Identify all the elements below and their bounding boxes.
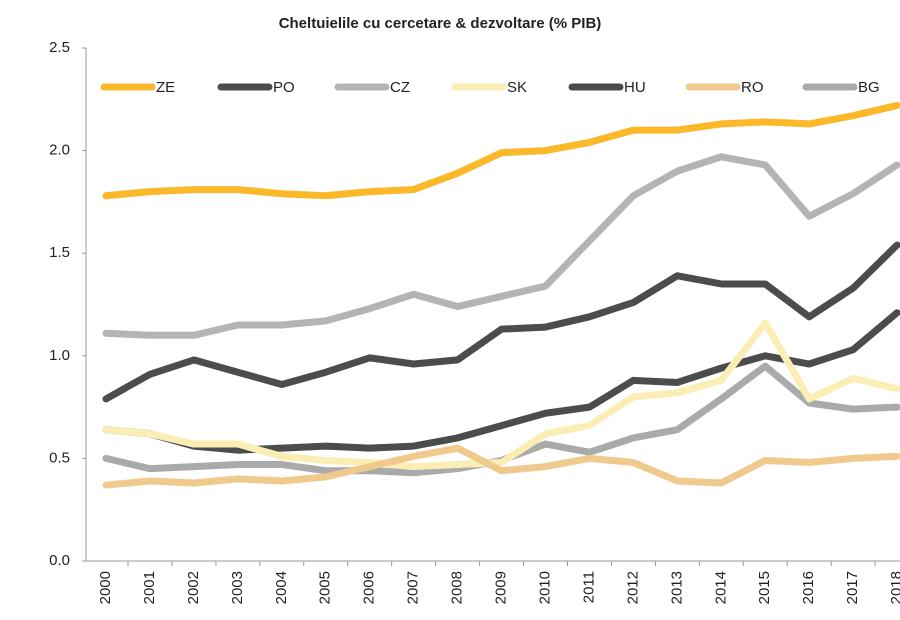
x-tick-label: 2006 (361, 571, 378, 604)
legend-label: CZ (390, 79, 410, 96)
x-tick-label: 2010 (536, 571, 553, 604)
x-tick-label: 2008 (449, 571, 466, 604)
series-line (102, 241, 900, 403)
chart-title: Cheltuielile cu cercetare & dezvoltare (… (279, 15, 602, 32)
y-tick-label: 1.5 (49, 244, 70, 261)
x-tick-label: 2013 (668, 571, 685, 604)
legend-label: PO (273, 79, 295, 96)
x-tick-label: 2001 (141, 571, 158, 604)
x-tick-label: 2011 (580, 571, 597, 603)
legend-label: BG (858, 79, 880, 96)
y-tick-label: 2.0 (49, 142, 70, 159)
x-tick-label: 2017 (844, 571, 861, 604)
legend-label: HU (624, 79, 646, 96)
x-tick-label: 2012 (624, 571, 641, 604)
legend-label: RO (741, 79, 764, 96)
x-tick-label: 2002 (185, 571, 202, 604)
x-tick-label: 2014 (712, 571, 729, 604)
x-tick-label: 2015 (756, 571, 773, 604)
y-tick-label: 0.5 (49, 449, 70, 466)
legend-label: ZE (156, 79, 175, 96)
x-tick-label: 2016 (800, 571, 817, 604)
x-tick-label: 2004 (273, 571, 290, 604)
legend-label: SK (507, 79, 527, 96)
series-line (102, 101, 900, 200)
x-tick-label: 2005 (317, 571, 334, 604)
y-tick-label: 2.5 (49, 39, 70, 56)
y-tick-label: 0.0 (49, 552, 70, 569)
series-line (102, 444, 900, 489)
x-tick-label: 2000 (97, 571, 114, 604)
x-tick-label: 2007 (405, 571, 422, 604)
series-line (102, 153, 900, 339)
x-tick-label: 2018 (888, 571, 900, 604)
y-tick-label: 1.0 (49, 347, 70, 364)
series-line (102, 319, 900, 471)
series-line (102, 362, 900, 477)
x-tick-label: 2009 (493, 571, 510, 604)
x-tick-label: 2003 (229, 571, 246, 604)
series-line (102, 309, 900, 454)
